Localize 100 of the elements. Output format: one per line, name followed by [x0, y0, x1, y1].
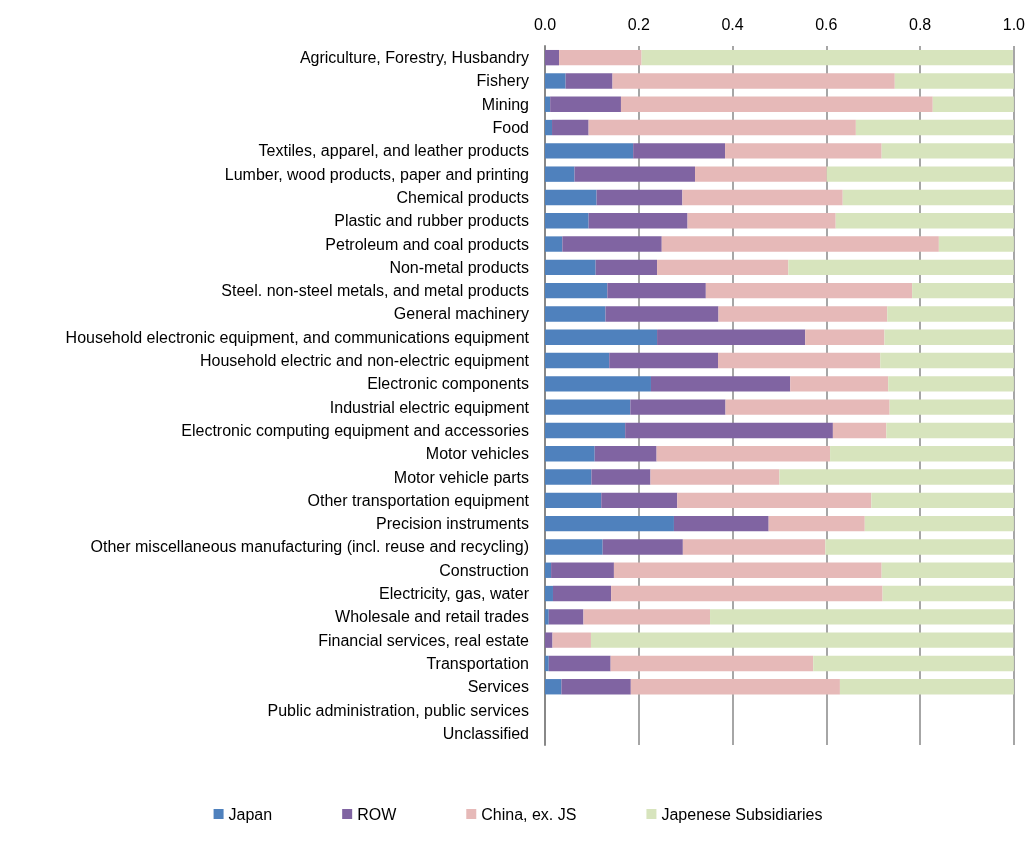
- bar: [682, 189, 843, 206]
- y-tick-label: Construction: [439, 561, 529, 579]
- y-tick-label: Public administration, public services: [267, 701, 529, 719]
- bar: [657, 259, 789, 276]
- x-tick-label: 0.0: [533, 15, 557, 33]
- bar: [545, 119, 553, 136]
- bar: [839, 679, 1014, 695]
- bar: [605, 306, 719, 322]
- bar: [609, 352, 719, 369]
- bar: [842, 189, 1014, 206]
- bar: [545, 236, 563, 252]
- bar: [886, 422, 1014, 439]
- bar: [871, 492, 1014, 509]
- y-tick-label: Precision instruments: [376, 515, 529, 533]
- bar: [596, 189, 683, 206]
- bar: [882, 585, 1014, 602]
- legend-label: Japenese Subsidiaries: [661, 805, 823, 823]
- bar: [825, 539, 1014, 555]
- bar: [650, 469, 780, 485]
- bar: [545, 469, 592, 485]
- bar: [682, 539, 826, 555]
- bar: [611, 585, 883, 602]
- bar: [545, 73, 566, 89]
- x-tick-label: 0.4: [721, 15, 744, 33]
- bar: [583, 609, 711, 625]
- y-tick-label: Lumber, wood products, paper and printing: [224, 165, 529, 183]
- bar: [888, 376, 1014, 392]
- bar: [588, 119, 856, 136]
- y-tick-label: Household electric and non-electric equipment: [199, 352, 530, 370]
- bar: [545, 562, 552, 578]
- legend-label: Japan: [228, 805, 273, 823]
- bar: [835, 213, 1014, 229]
- x-tick-label: 0.8: [908, 15, 932, 33]
- y-tick-label: Agriculture, Forestry, Husbandry: [299, 49, 529, 67]
- y-tick-label: Textiles, apparel, and leather products: [258, 142, 529, 160]
- y-tick-label: Food: [492, 119, 529, 137]
- bar: [813, 655, 1014, 672]
- bar: [594, 446, 657, 462]
- bar: [602, 539, 683, 555]
- bar: [545, 422, 626, 439]
- bar: [591, 469, 651, 485]
- bar: [612, 73, 895, 89]
- y-tick-label: Transportation: [426, 654, 529, 672]
- bar: [832, 422, 887, 439]
- bar: [677, 492, 872, 509]
- y-tick-label: Plastic and rubber products: [334, 212, 529, 230]
- bar: [562, 236, 662, 252]
- bar: [545, 585, 553, 602]
- bar: [894, 73, 1014, 89]
- bar: [595, 259, 658, 276]
- bar: [881, 562, 1014, 578]
- bar: [725, 143, 882, 159]
- bar: [641, 49, 1013, 66]
- bar: [545, 492, 602, 509]
- bar: [574, 166, 696, 182]
- bar: [705, 282, 913, 299]
- y-tick-label: Electronic computing equipment and accessories: [181, 421, 529, 439]
- y-tick-label: Electronic components: [367, 375, 529, 393]
- bar: [607, 282, 706, 299]
- bar: [768, 515, 865, 532]
- bar: [545, 259, 596, 276]
- bar: [561, 679, 631, 695]
- bar: [545, 213, 589, 229]
- y-tick-label: Other miscellaneous manufacturing (incl. reuse and recycling): [90, 538, 529, 556]
- bar: [620, 96, 933, 112]
- y-tick-label: Chemical products: [396, 188, 529, 206]
- bar: [889, 399, 1014, 415]
- bar: [881, 143, 1014, 159]
- bar: [545, 632, 553, 648]
- y-tick-label: Services: [467, 678, 529, 696]
- bar: [588, 213, 688, 229]
- bar: [552, 632, 591, 648]
- bar: [565, 73, 613, 89]
- bar: [912, 282, 1014, 299]
- bar: [656, 446, 831, 462]
- bar: [725, 399, 890, 415]
- bar: [559, 49, 642, 66]
- bar: [673, 515, 769, 532]
- y-tick-label: Industrial electric equipment: [329, 398, 530, 416]
- bar: [545, 96, 551, 112]
- bar: [545, 679, 562, 695]
- y-tick-label: Steel. non-steel metals, and metal products: [221, 282, 529, 300]
- bar: [548, 609, 584, 625]
- bar: [710, 609, 1014, 625]
- bar: [545, 539, 603, 555]
- bar: [548, 655, 611, 672]
- bar: [718, 306, 888, 322]
- bar: [601, 492, 678, 509]
- y-tick-label: Other transportation equipment: [307, 491, 530, 509]
- bar: [545, 143, 634, 159]
- bar: [887, 306, 1014, 322]
- bar: [718, 352, 881, 369]
- legend-label: China, ex. JS: [481, 805, 577, 823]
- y-tick-label: Motor vehicle parts: [393, 468, 529, 486]
- bar: [545, 306, 606, 322]
- bar: [788, 259, 1014, 276]
- y-tick-label: Fishery: [476, 72, 529, 90]
- y-tick-label: Petroleum and coal products: [325, 235, 529, 253]
- y-tick-label: Financial services, real estate: [318, 631, 530, 649]
- bar: [545, 352, 610, 369]
